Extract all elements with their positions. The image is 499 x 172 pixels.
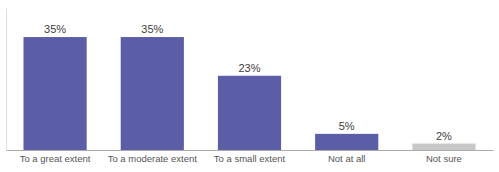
x-tick: To a moderate extent — [108, 150, 198, 164]
x-tick-label: Not at all — [328, 153, 366, 164]
data-label: 2% — [436, 130, 452, 142]
x-tick-label: To a moderate extent — [108, 153, 198, 164]
x-tick: To a great extent — [20, 150, 91, 164]
x-tick-label: To a small extent — [214, 153, 286, 164]
bar — [218, 76, 281, 150]
data-label: 5% — [339, 120, 355, 132]
y-axis — [6, 9, 7, 151]
chart-container: 35% 35% 23% 5% 2% To a great extent To a moder… — [0, 0, 499, 172]
x-tick-label: To a great extent — [20, 153, 91, 164]
bar — [23, 37, 86, 150]
x-axis: To a great extent To a moderate extent To … — [7, 150, 494, 164]
y-axis-line — [6, 9, 7, 151]
data-label: 35% — [141, 23, 163, 35]
bar — [315, 134, 378, 150]
data-label: 23% — [238, 62, 260, 74]
bars — [23, 37, 475, 150]
x-tick-label: Not sure — [426, 153, 462, 164]
chart: 35% 35% 23% 5% 2% To a great extent To a moder… — [0, 0, 499, 172]
plot: 35% 35% 23% 5% 2% To a great extent To a moder… — [7, 9, 494, 164]
bar — [412, 144, 475, 150]
data-label: 35% — [44, 23, 66, 35]
x-tick: Not at all — [328, 150, 366, 164]
x-tick: To a small extent — [214, 150, 286, 164]
bar — [121, 37, 184, 150]
x-tick: Not sure — [426, 150, 462, 164]
data-labels: 35% 35% 23% 5% 2% — [44, 23, 452, 142]
x-axis-line — [7, 150, 494, 151]
